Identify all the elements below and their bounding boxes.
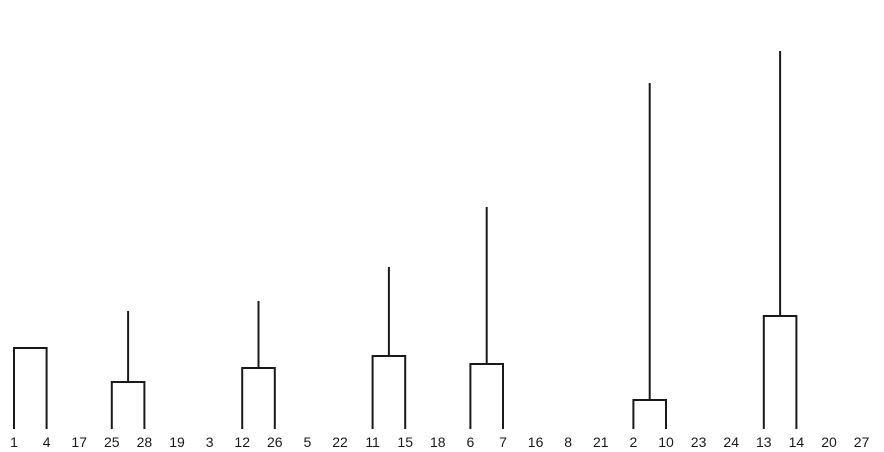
dendrogram-link: [762, 315, 798, 429]
leaf-label: 7: [499, 434, 507, 450]
leaf-label: 26: [267, 434, 283, 450]
leaf-label: 14: [789, 434, 805, 450]
dendrogram-link: [13, 347, 48, 429]
leaf-label: 21: [593, 434, 609, 450]
leaf-label: 17: [71, 434, 87, 450]
leaf-labels: 1 4 17 25 28 19 3 12 26 5 22 11 15 18 6 7 16 8 21 2 10 23 24 13…: [10, 434, 870, 450]
dendrogram-link: [632, 399, 667, 429]
leaf-label: 22: [332, 434, 348, 450]
dendrogram-links: [13, 52, 798, 429]
leaf-label: 6: [467, 434, 475, 450]
leaf-label: 19: [169, 434, 185, 450]
dendrogram-link: [371, 355, 407, 429]
leaf-label: 8: [564, 434, 572, 450]
leaf-label: 1: [10, 434, 18, 450]
leaf-label: 12: [234, 434, 250, 450]
dendrogram-link: [110, 381, 146, 429]
leaf-label: 2: [630, 434, 638, 450]
leaf-label: 13: [756, 434, 772, 450]
leaf-label: 4: [43, 434, 51, 450]
leaf-label: 24: [723, 434, 739, 450]
leaf-label: 16: [528, 434, 544, 450]
dendrogram-link: [241, 367, 276, 429]
leaf-label: 20: [821, 434, 837, 450]
leaf-label: 5: [304, 434, 312, 450]
leaf-label: 28: [137, 434, 153, 450]
leaf-label: 25: [104, 434, 120, 450]
leaf-label: 11: [365, 434, 380, 450]
leaf-label: 18: [430, 434, 446, 450]
leaf-label: 3: [206, 434, 214, 450]
leaf-label: 15: [397, 434, 413, 450]
leaf-label: 27: [854, 434, 870, 450]
leaf-label: 10: [658, 434, 674, 450]
leaf-label: 23: [691, 434, 707, 450]
dendrogram-link: [469, 363, 504, 429]
